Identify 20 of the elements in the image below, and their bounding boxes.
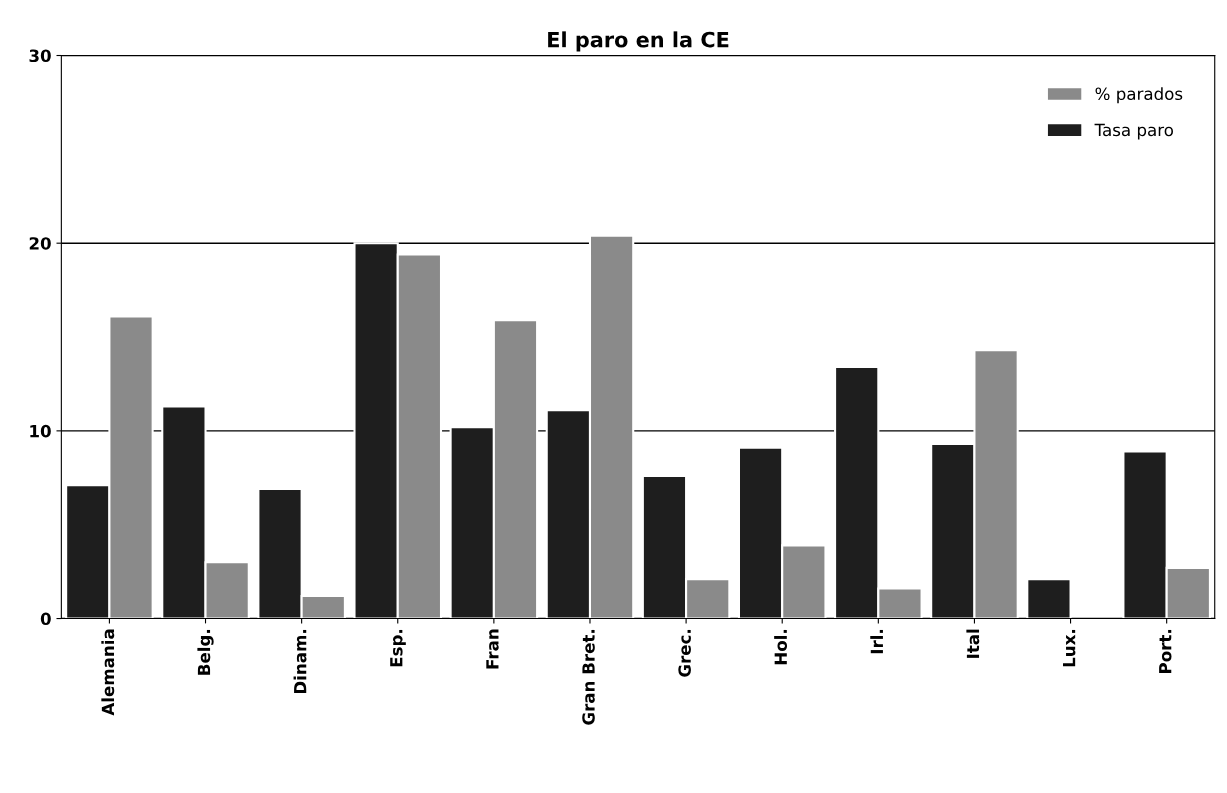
legend-label: Tasa paro [1094, 123, 1173, 140]
chart-title: El paro en la CE [548, 31, 729, 52]
x-tick-label: Dinam. [293, 629, 307, 694]
legend-label: % parados [1095, 87, 1183, 104]
x-tick-label: Lux. [1063, 629, 1076, 667]
x-tick-label: Belg. [197, 629, 214, 675]
x-tick-label: Alemania [101, 629, 115, 716]
x-tick-label: Irl. [870, 629, 883, 654]
y-tick-label: 20 [29, 237, 51, 250]
x-tick-label: Ital [966, 629, 980, 658]
x-tick-label: Fran [486, 629, 499, 669]
x-tick-label: Port. [1159, 629, 1172, 673]
x-tick-label: Grec. [678, 629, 691, 677]
x-tick-label: Hol. [774, 629, 788, 665]
x-tick-label: Esp. [390, 629, 406, 667]
y-tick-label: 0 [40, 612, 51, 626]
bar [1026, 578, 1072, 619]
y-tick-label: 30 [29, 49, 51, 63]
x-tick-label: Gran Bret. [582, 629, 595, 725]
y-tick-label: 10 [30, 424, 51, 438]
